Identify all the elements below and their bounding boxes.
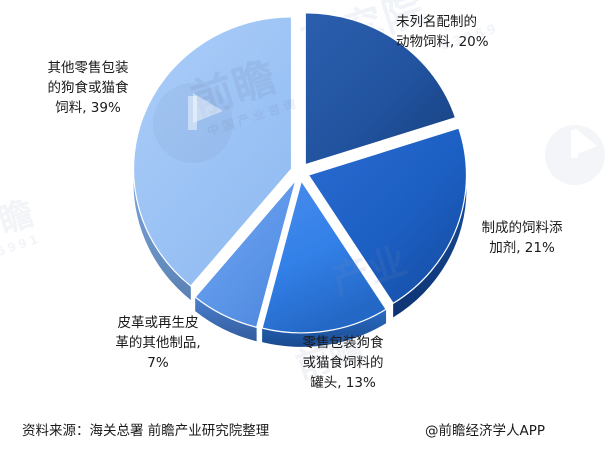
slice-label-animal-feed: 未列名配制的 动物饲料, 20% bbox=[396, 14, 489, 50]
slice-canned-pet-food[interactable] bbox=[261, 179, 387, 334]
slice-side-other-retail-pet-food bbox=[133, 168, 191, 301]
slice-label-feed-additive: 制成的饲料添 加剂, 21% bbox=[481, 220, 563, 256]
footer-app-text: @前瞻经济学人APP bbox=[425, 423, 546, 439]
slice-label-leather-products: 皮革或再生皮 革的其他制品, 7% bbox=[115, 315, 201, 371]
slice-other-retail-pet-food[interactable] bbox=[132, 16, 293, 287]
footer-source-text: 资料来源：海关总署 前瞻产业研究院整理 bbox=[22, 423, 270, 439]
slice-leather-products[interactable] bbox=[194, 179, 297, 328]
slice-label-canned-pet-food: 零售包装狗食 或猫食饲料的 罐头, 13% bbox=[302, 335, 384, 391]
slice-label-other-retail-pet-food: 其他零售包装 的狗食或猫食 饲料, 39% bbox=[47, 60, 129, 116]
slice-side-canned-pet-food bbox=[262, 309, 387, 347]
slice-feed-additive[interactable] bbox=[307, 127, 468, 305]
slice-animal-feed[interactable] bbox=[304, 12, 457, 166]
slice-side-feed-additive bbox=[393, 175, 467, 318]
